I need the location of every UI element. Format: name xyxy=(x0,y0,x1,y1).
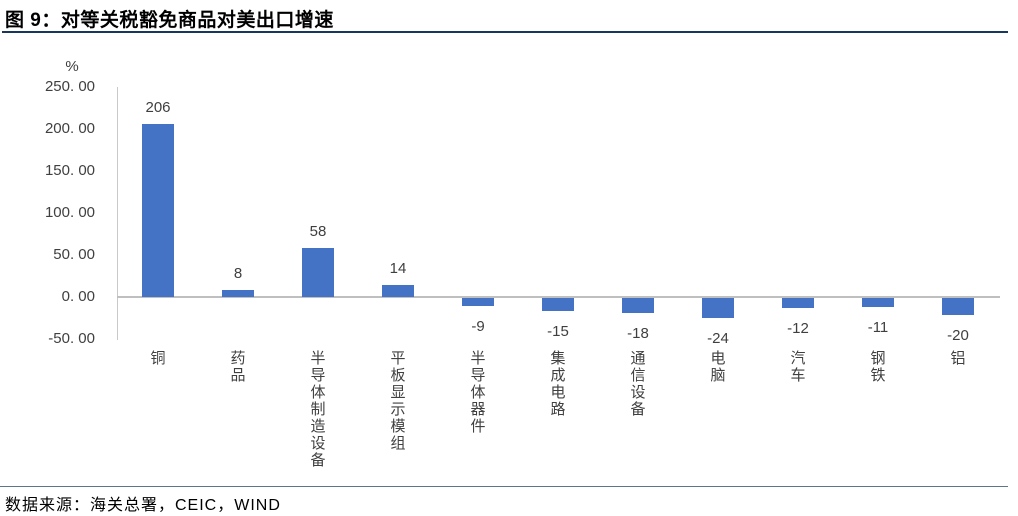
bar-value-label: -11 xyxy=(867,319,889,337)
bar xyxy=(942,298,974,315)
y-axis-unit-label: % xyxy=(65,58,79,75)
y-axis-tick-label: -50. 00 xyxy=(48,330,95,347)
category-label: 钢 铁 xyxy=(870,351,886,384)
bar xyxy=(142,123,174,297)
data-source-text: 数据来源：海关总署，CEIC，WIND xyxy=(5,497,281,514)
bar xyxy=(382,285,414,297)
bar-value-label: 8 xyxy=(233,265,243,283)
bar-value-label: -20 xyxy=(947,326,969,344)
bar xyxy=(222,290,254,297)
category-label: 铝 xyxy=(950,351,966,367)
y-axis-tick-label: 250. 00 xyxy=(44,78,95,95)
bar xyxy=(542,298,574,311)
category-label: 半 导 体 器 件 xyxy=(470,351,486,435)
x-axis-line xyxy=(117,296,1000,298)
bar-value-label: -9 xyxy=(471,317,485,335)
y-axis-tick-label: 150. 00 xyxy=(44,162,95,179)
bar xyxy=(782,298,814,309)
category-label: 电 脑 xyxy=(710,351,726,384)
category-label: 半 导 体 制 造 设 备 xyxy=(310,351,326,469)
category-label: 铜 xyxy=(150,351,166,367)
bar-value-label: 58 xyxy=(309,223,327,241)
category-label: 药 品 xyxy=(230,351,246,384)
category-label: 通 信 设 备 xyxy=(630,351,646,418)
bar-value-label: -12 xyxy=(787,320,809,338)
bar xyxy=(462,298,494,306)
bar-value-label: 14 xyxy=(389,260,407,278)
bar-value-label: -24 xyxy=(707,330,729,348)
bar xyxy=(622,298,654,314)
bar xyxy=(702,298,734,319)
title-underline xyxy=(2,31,1008,33)
bar-value-label: -18 xyxy=(627,325,649,343)
y-axis-tick-label: 0. 00 xyxy=(61,288,95,305)
y-axis-line xyxy=(117,87,118,340)
bar-value-label: -15 xyxy=(547,322,569,340)
category-label: 集 成 电 路 xyxy=(550,351,566,418)
figure-title: 图 9：对等关税豁免商品对美出口增速 xyxy=(5,10,334,31)
category-label: 汽 车 xyxy=(790,351,806,384)
y-axis-tick-label: 200. 00 xyxy=(44,120,95,137)
bar xyxy=(862,298,894,308)
bar xyxy=(302,248,334,297)
y-axis-tick-label: 100. 00 xyxy=(44,204,95,221)
y-axis-tick-label: 50. 00 xyxy=(53,246,95,263)
footer-divider xyxy=(0,486,1008,487)
category-label: 平 板 显 示 模 组 xyxy=(390,351,406,452)
bar-value-label: 206 xyxy=(145,98,171,116)
